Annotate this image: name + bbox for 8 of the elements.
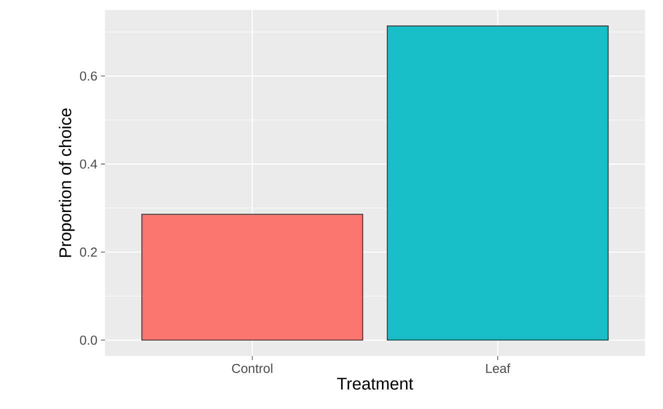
y-axis-title: Proportion of choice: [58, 108, 75, 257]
x-tick-label: Leaf: [486, 364, 510, 374]
y-tick-label: 0.4: [80, 159, 98, 169]
y-tick-label: 0.2: [80, 248, 97, 257]
x-tick-label: Control: [232, 364, 272, 374]
y-tick-label: 0.0: [80, 336, 97, 345]
y-tick-label: 0.6: [80, 71, 97, 81]
x-axis-title: Treatment: [337, 378, 414, 390]
